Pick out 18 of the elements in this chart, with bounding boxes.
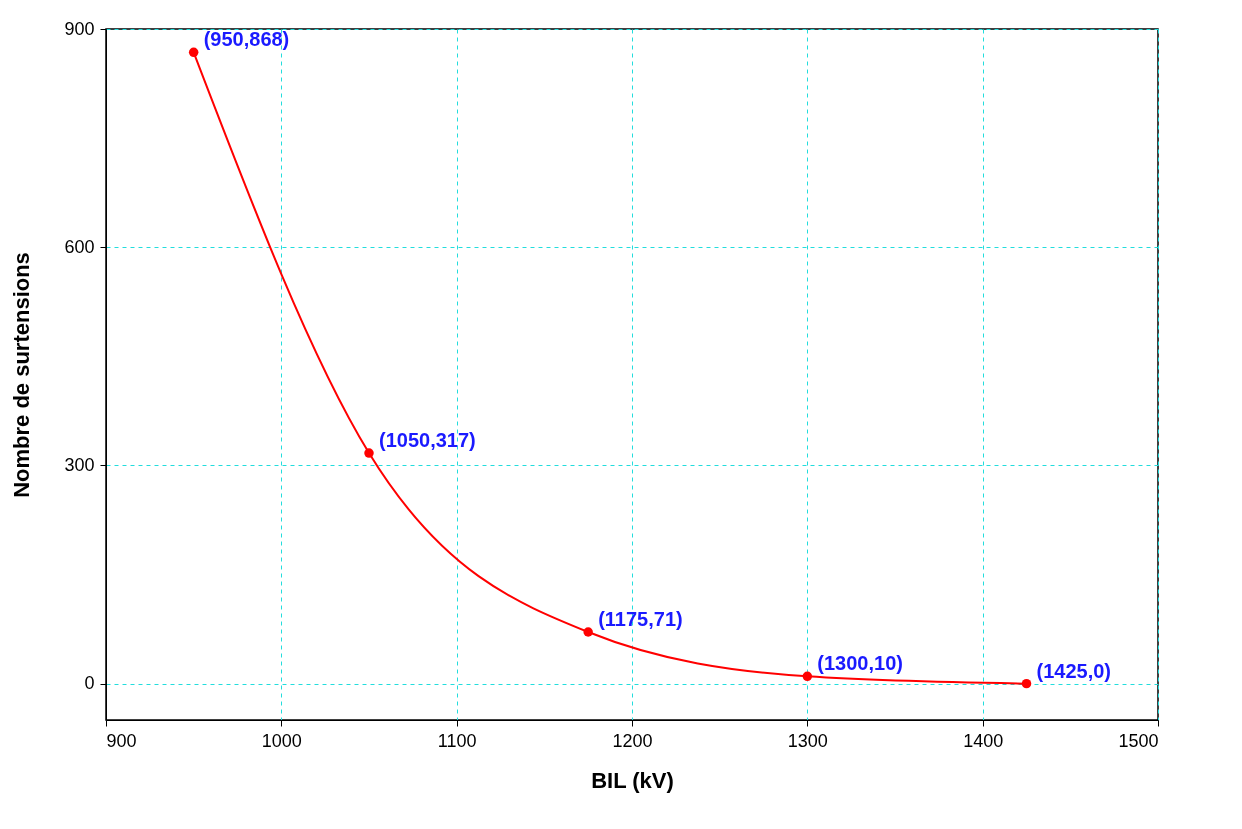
annotation: (1175,71) — [598, 607, 683, 630]
x-tick-label: 1200 — [612, 730, 653, 751]
y-tick-label: 300 — [64, 454, 95, 475]
y-axis-title: Nombre de surtensions — [9, 252, 35, 498]
annotation: (1050,317) — [379, 429, 476, 452]
x-tick-label: 1000 — [261, 730, 302, 751]
y-tick-label: 0 — [84, 673, 95, 694]
y-tick-label: 600 — [64, 236, 95, 257]
x-tick-label: 1100 — [437, 730, 477, 751]
annotation: (1425,0) — [1036, 659, 1111, 682]
annotation: (1300,10) — [817, 652, 903, 675]
x-tick-label: 1400 — [963, 730, 1004, 751]
x-tick-label: 1500 — [1118, 730, 1159, 751]
x-axis-title: BIL (kV) — [591, 767, 674, 793]
y-tick-label: 900 — [64, 18, 95, 39]
annotation: (950,868) — [203, 28, 290, 51]
x-tick-label: 900 — [106, 730, 137, 751]
x-tick-label: 1300 — [787, 730, 828, 751]
